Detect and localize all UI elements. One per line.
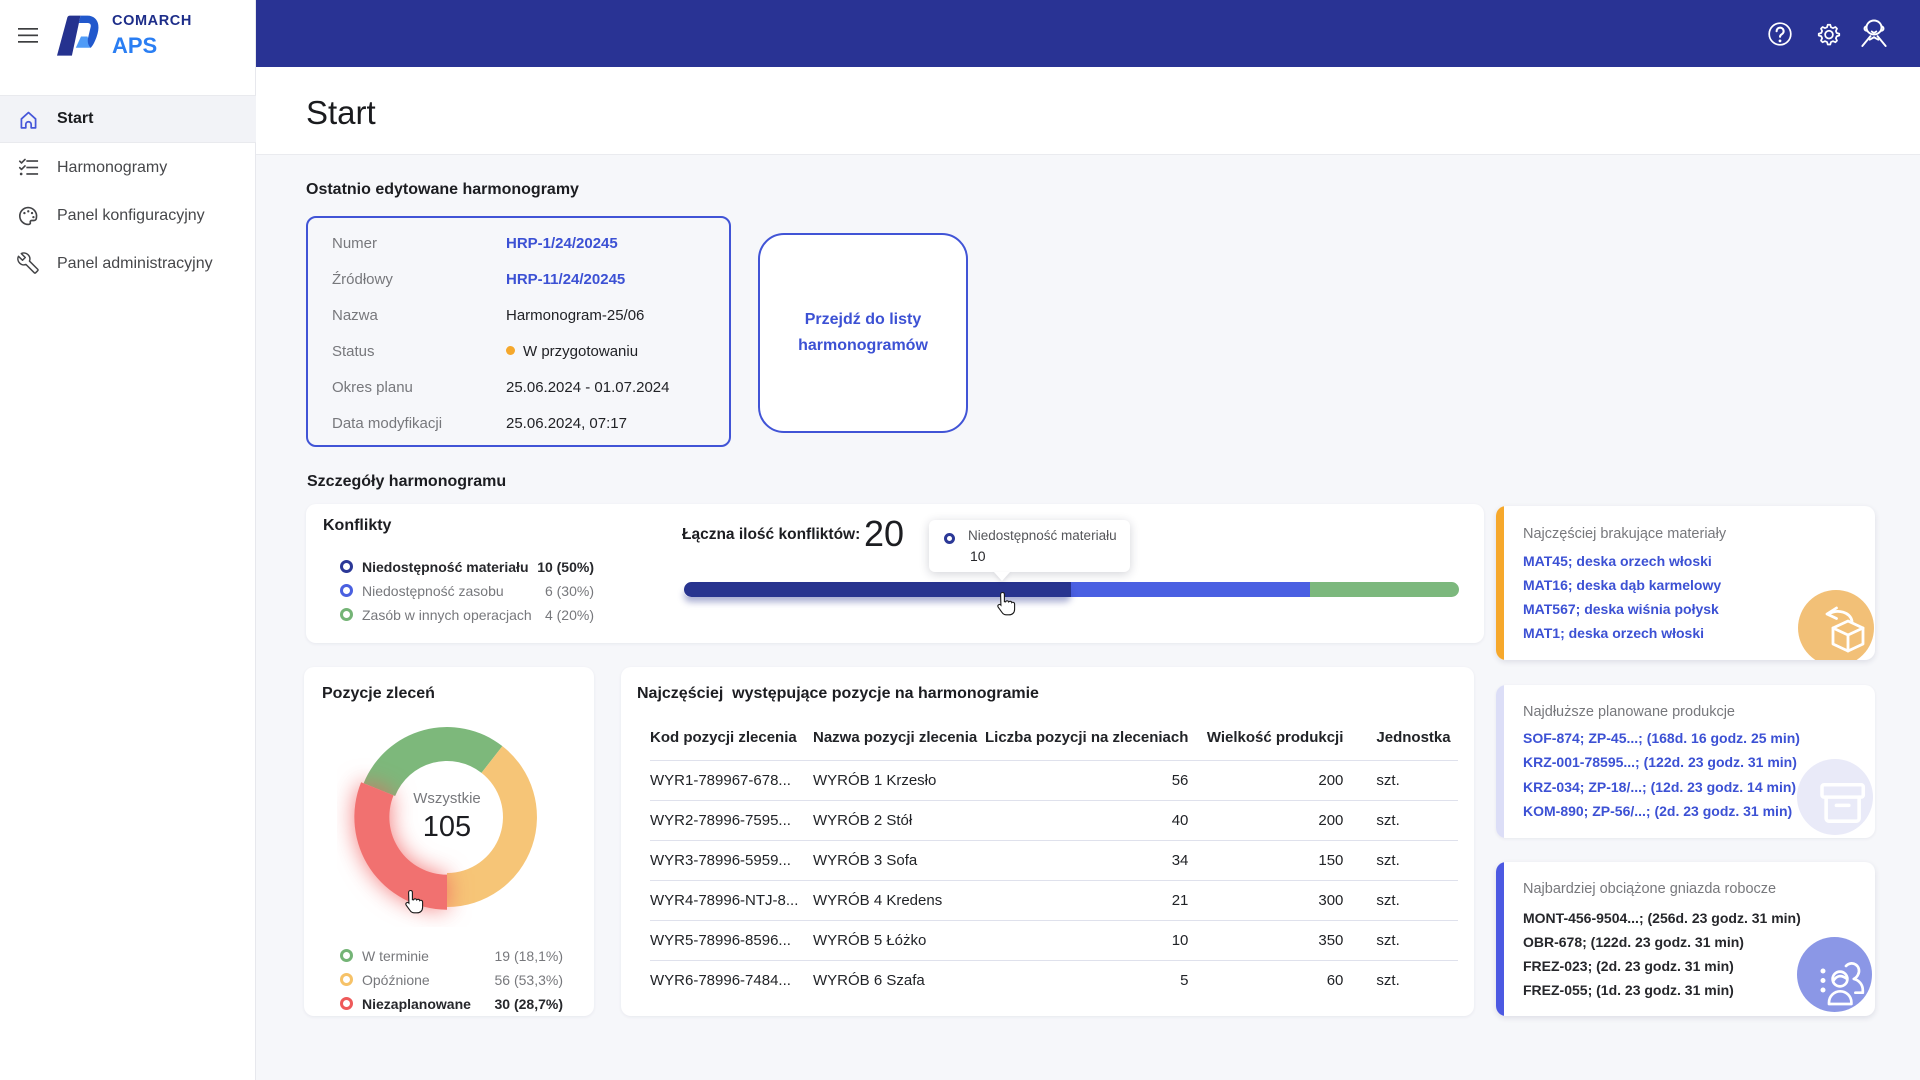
- svg-text:Wszystkie: Wszystkie: [413, 790, 481, 807]
- svg-text:105: 105: [423, 811, 471, 843]
